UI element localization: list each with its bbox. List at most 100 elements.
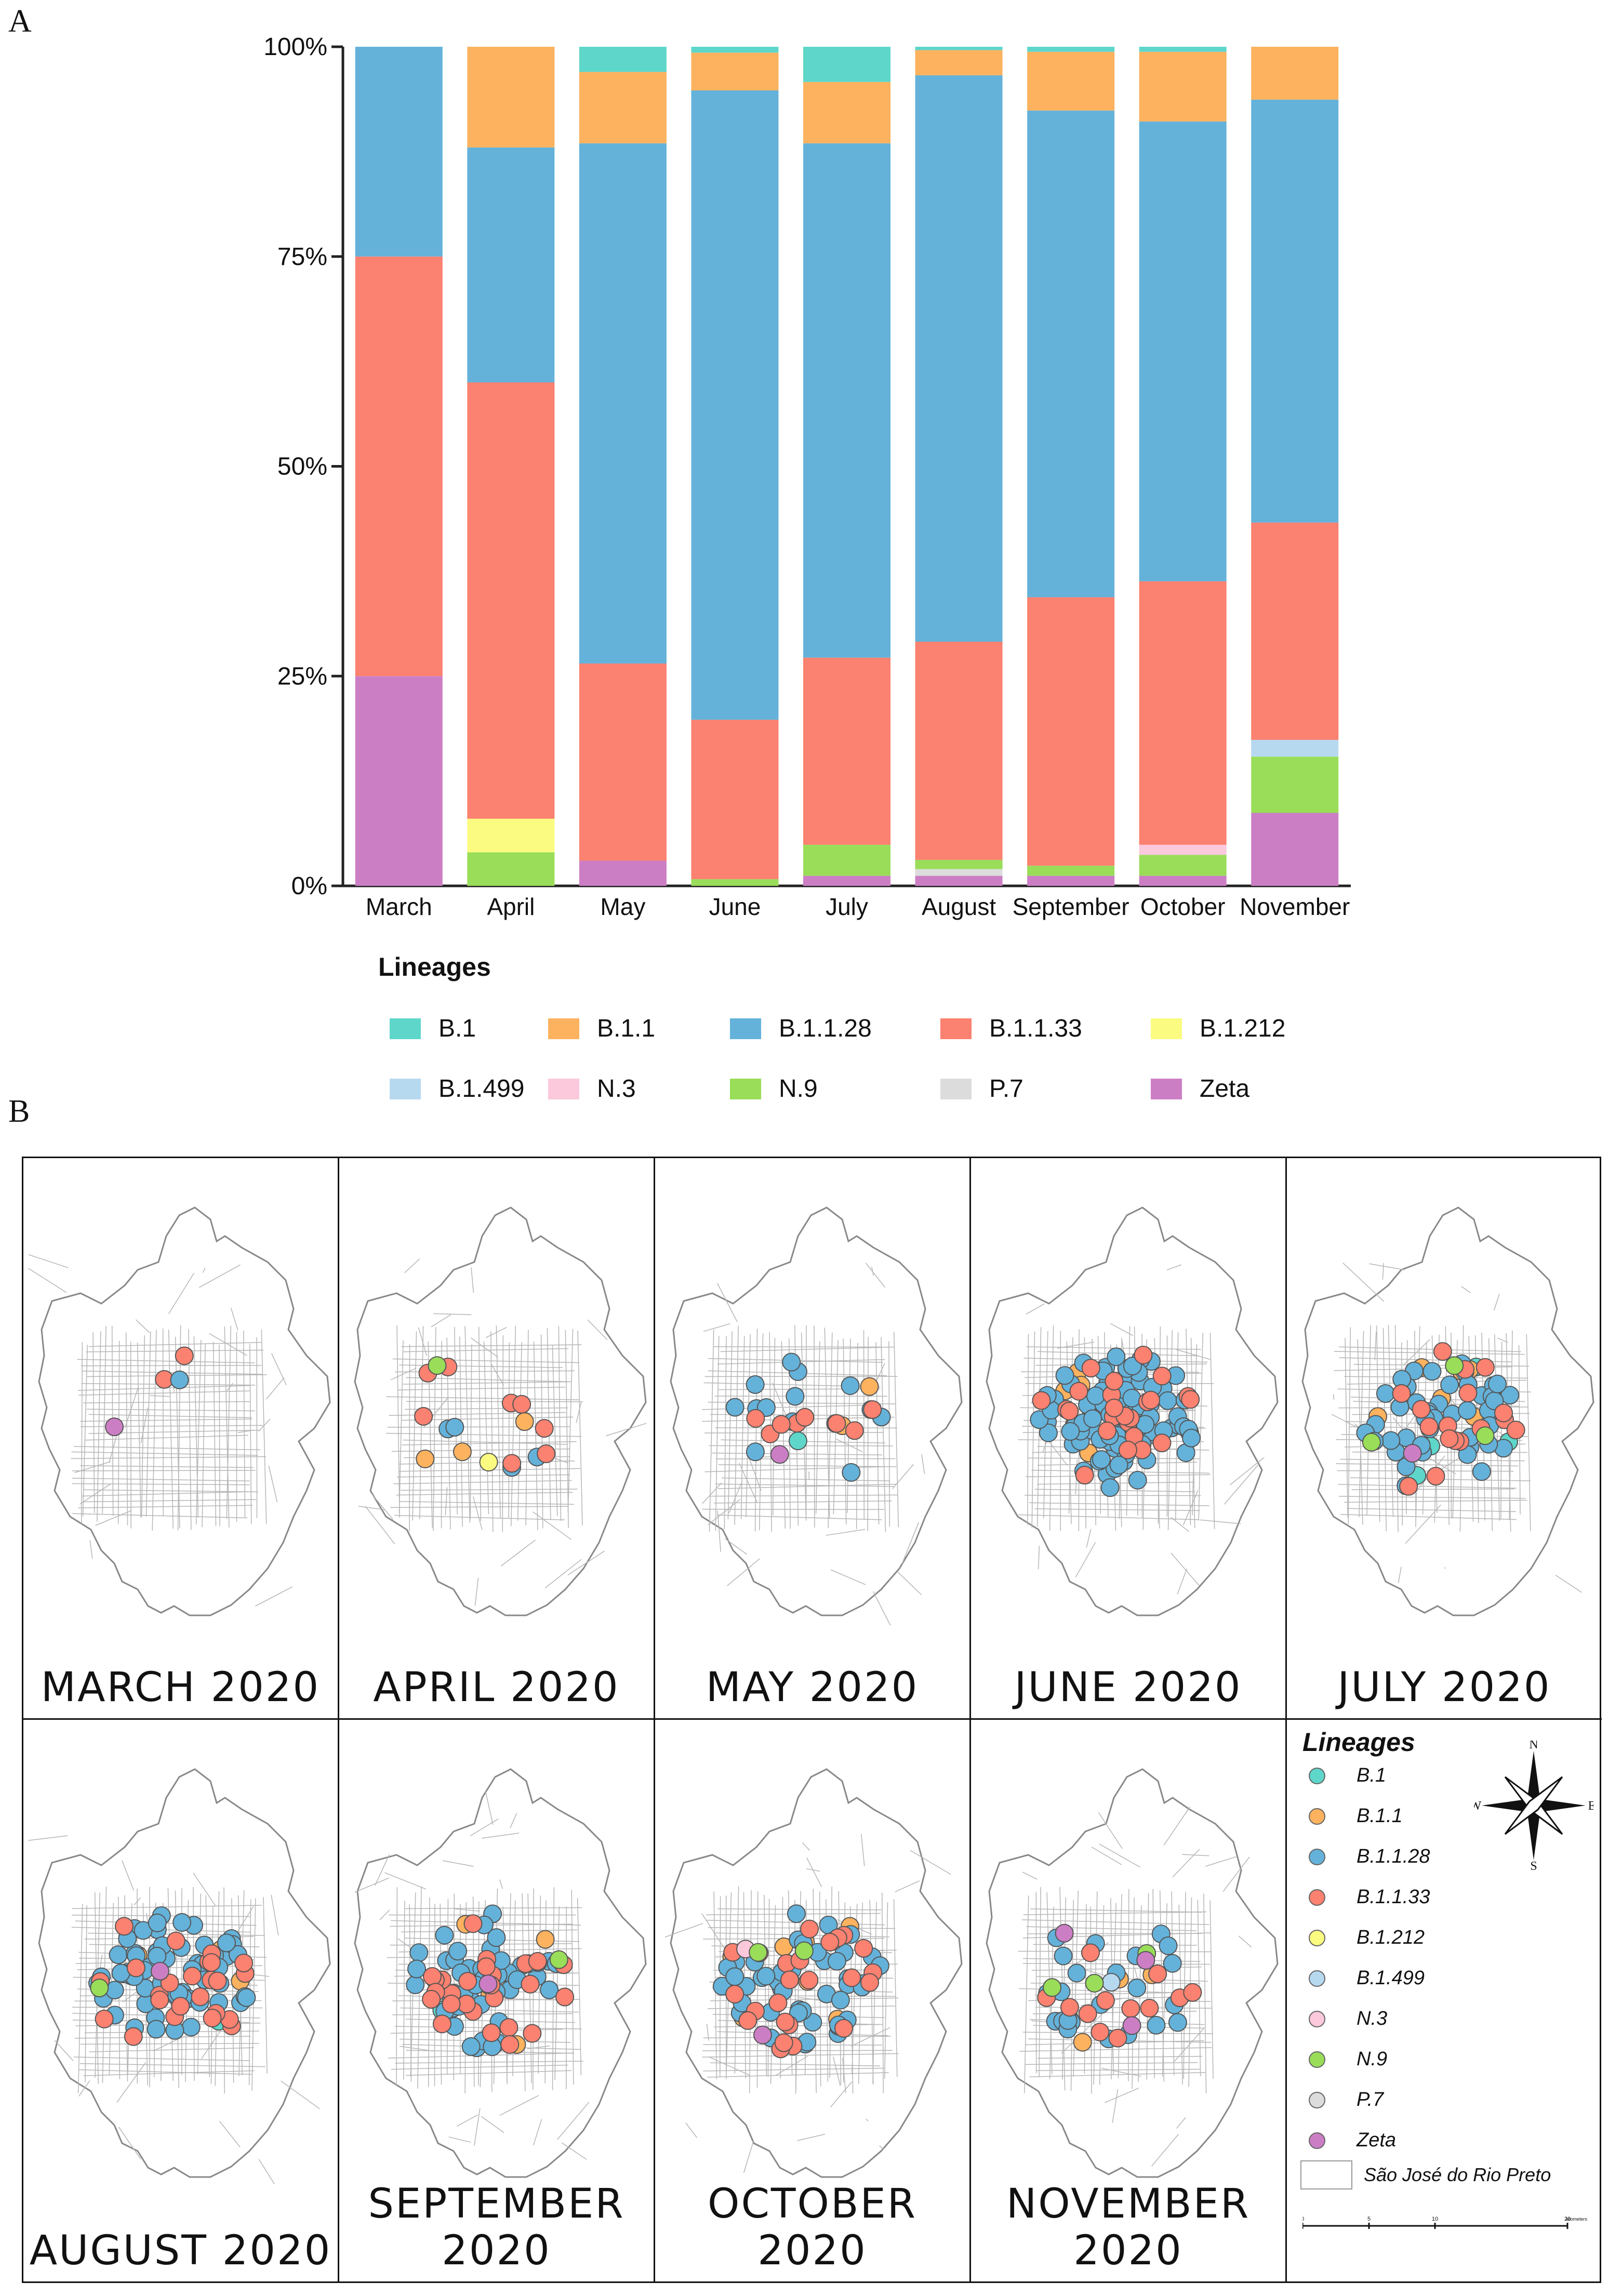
map-panel-october-2020: OCTOBER 2020	[655, 1720, 971, 2281]
sample-point-b-1-1-33	[1148, 1965, 1167, 1984]
sample-point-b-1-1-28	[409, 1943, 429, 1962]
sample-point-b-1-1-33	[1140, 1999, 1159, 2018]
sample-point-b-1-1-33	[1419, 1417, 1439, 1436]
sample-point-n-9	[1043, 1978, 1062, 1997]
sample-point-b-1-1-33	[124, 2027, 143, 2046]
map-legend-item-b-1-1-33: B.1.1.33	[1309, 1886, 1430, 1908]
sample-point-b-1-1-28	[448, 1942, 468, 1961]
sample-point-b-1-1-33	[1081, 1943, 1100, 1962]
sample-point-b-1-1-28	[1083, 1409, 1102, 1428]
map-panel-august-2020: AUGUST 2020	[23, 1720, 339, 2281]
map-legend-label: P.7	[1357, 2089, 1384, 2111]
sample-point-b-1-1-28	[1092, 1450, 1111, 1469]
bar-segment-october-zeta	[1139, 875, 1227, 886]
sample-point-b-1-1-33	[528, 1952, 547, 1971]
bar-segment-october-b-1-1-28	[1139, 121, 1227, 581]
bar-segment-october-b-1	[1139, 47, 1227, 52]
city-boundary	[670, 1206, 963, 1616]
sample-points	[725, 1352, 891, 1482]
sample-point-b-1-1-33	[234, 1954, 254, 1973]
sample-point-b-1-1-28	[148, 1913, 167, 1932]
sample-point-b-1-1-33	[523, 2024, 542, 2043]
sample-point-b-1-1-33	[458, 1972, 477, 1991]
sample-point-b-1-1-33	[1134, 1345, 1153, 1364]
sample-points	[88, 1906, 256, 2046]
bar-segment-august-b-1	[915, 47, 1003, 50]
sample-point-b-1-1-33	[1426, 1467, 1445, 1486]
sample-point-b-1-1-28	[435, 1926, 454, 1945]
panel-b-label: B	[8, 1094, 30, 1129]
legend-label: B.1.1	[597, 1015, 656, 1042]
bar-segment-august-n-9	[915, 859, 1003, 869]
sample-point-b-1-1-33	[725, 1985, 744, 2004]
bar-segment-july-n-9	[803, 844, 890, 876]
sample-point-b-1-1-28	[181, 2018, 201, 2037]
sample-point-b-1-1-33	[202, 1953, 221, 1972]
sample-point-b-1-1-28	[1109, 1455, 1128, 1475]
sample-points	[414, 1356, 556, 1477]
bar-segment-october-b-1-1	[1139, 51, 1227, 122]
map-legend-dot	[1309, 2051, 1325, 2068]
sample-point-b-1-1-33	[1475, 1358, 1495, 1377]
bar-segment-march-b-1-1-28	[355, 47, 443, 257]
map-legend-item-b-1-212: B.1.212	[1309, 1927, 1425, 1949]
map-legend-item-zeta: Zeta	[1309, 2129, 1396, 2152]
bar-segment-june-b-1-1-28	[691, 90, 779, 720]
bar-segment-november-n-9	[1251, 757, 1339, 813]
bar-segment-june-b-1-1	[691, 52, 779, 90]
legend-swatch	[390, 1078, 421, 1099]
map-legend-dot	[1309, 2010, 1325, 2027]
legend-swatch	[940, 1078, 972, 1099]
city-map	[664, 1768, 963, 2178]
sample-point-b-1-1	[536, 1930, 555, 1949]
sample-point-b-1-1-33	[820, 1932, 840, 1952]
sample-point-b-1-212	[479, 1453, 498, 1472]
map-legend-label: B.1	[1357, 1764, 1387, 1786]
sample-point-b-1-1-33	[555, 1987, 575, 2007]
sample-point-b-1-1-33	[175, 1346, 194, 1365]
legend-label: B.1	[438, 1015, 476, 1042]
map-panel-november-2020: NOVEMBER 2020	[971, 1720, 1287, 2281]
sample-point-b-1-1-28	[1128, 1470, 1147, 1490]
map-legend-label: N.9	[1357, 2048, 1388, 2070]
bar-segment-april-b-1-1	[467, 47, 555, 148]
map-legend-item-p-7: P.7	[1309, 2089, 1384, 2111]
sample-point-b-1-1-33	[800, 1971, 819, 1990]
map-legend-area: São José do Rio Preto	[1300, 2160, 1551, 2189]
sample-point-b-1-1-33	[768, 1993, 788, 2012]
sample-point-b-1-1-28	[1054, 1946, 1073, 1966]
sample-points	[105, 1346, 194, 1437]
bar-segment-november-b-1-499	[1251, 739, 1339, 757]
sample-point-b-1-1-28	[787, 1904, 806, 1923]
sample-point-n-9	[1445, 1356, 1464, 1375]
sample-point-b-1-1-33	[774, 2033, 793, 2052]
legend-label: P.7	[989, 1075, 1023, 1103]
sample-point-n-9	[749, 1943, 768, 1962]
sample-point-b-1-1-33	[1458, 1384, 1478, 1403]
map-month-label: SEPTEMBER 2020	[368, 2181, 625, 2274]
sample-point-b-1-1-28	[746, 1375, 765, 1394]
map-panel-september-2020: SEPTEMBER 2020	[339, 1720, 655, 2281]
map-panel-march-2020: MARCH 2020	[23, 1158, 339, 1720]
map-legend-dot	[1309, 1889, 1325, 1906]
map-legend-dot	[1309, 1767, 1325, 1784]
scale-tick-label: 0	[1302, 2216, 1304, 2222]
sample-point-b-1-1-33	[502, 1454, 522, 1473]
city-boundary	[38, 1206, 331, 1616]
sample-point-b-1-1-33	[512, 1395, 531, 1414]
y-tick-label: 75%	[277, 243, 327, 271]
sample-point-b-1-1-28	[746, 1442, 765, 1462]
sample-point-b-1-1-28	[725, 1398, 744, 1417]
legend-label: B.1.1.33	[989, 1015, 1082, 1042]
sample-point-b-1-1-33	[191, 1987, 210, 2007]
sample-point-zeta	[1136, 1950, 1155, 1970]
map-legend-label: B.1.1	[1357, 1805, 1403, 1827]
bar-segment-august-b-1-1-33	[915, 642, 1003, 860]
bar-segment-october-b-1-1-33	[1139, 581, 1227, 845]
sample-point-b-1-1-33	[1506, 1421, 1525, 1440]
map-legend-label: B.1.499	[1357, 1967, 1425, 1989]
sample-point-b-1-1-33	[1152, 1366, 1172, 1386]
bar-segment-september-n-9	[1027, 866, 1115, 876]
sample-points	[1037, 1923, 1202, 2052]
sample-point-b-1-1-28	[786, 1387, 805, 1406]
